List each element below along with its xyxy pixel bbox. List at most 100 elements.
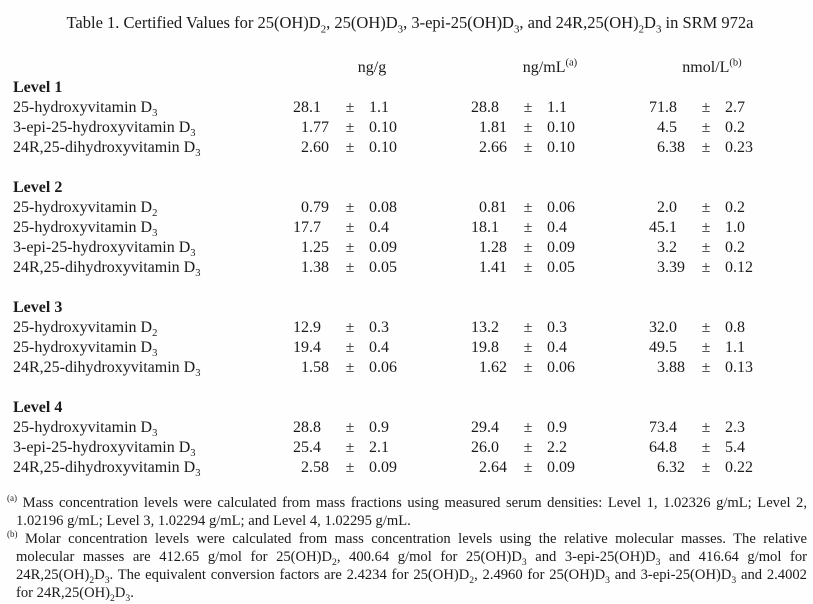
uncertainty-ng_ml: 0.10: [547, 139, 575, 156]
value-ng_g: 19.4: [293, 339, 321, 356]
level-heading-row: Level 4: [13, 398, 785, 418]
footnotes: (a) Mass concentration levels were calcu…: [7, 493, 807, 604]
uncertainty-nmol_l: 0.2: [725, 239, 745, 256]
value-ng_g: 1.58: [301, 359, 329, 376]
analyte-name: 24R,25-dihydroxyvitamin D3: [13, 259, 201, 280]
analyte-name: 24R,25-dihydroxyvitamin D3: [13, 139, 201, 160]
value-ng_ml: 1.41: [479, 259, 507, 276]
uncertainty-ng_ml: 0.3: [547, 319, 567, 336]
plus-minus-sign: ±: [523, 339, 533, 356]
analyte-row: 24R,25-dihydroxyvitamin D3 2.58 ±0.09 2.64 ±…: [13, 458, 785, 479]
analyte-row: 3-epi-25-hydroxyvitamin D3 1.25 ±0.09 1.28 ±…: [13, 238, 785, 260]
level-label: Level 1: [13, 79, 63, 96]
uncertainty-ng_ml: 0.4: [547, 219, 567, 236]
value-ng_g: 1.25: [301, 239, 329, 256]
plus-minus-sign: ±: [345, 419, 355, 436]
level-heading-row: Level 1: [13, 78, 785, 98]
plus-minus-sign: ±: [345, 199, 355, 216]
analyte-row: 25-hydroxyvitamin D3 17.7 ±0.4 18.1 ±0.4 45.1…: [13, 218, 785, 239]
plus-minus-sign: ±: [701, 219, 711, 236]
table-title: Table 1. Certified Values for 25(OH)D2, …: [66, 13, 754, 36]
plus-minus-sign: ±: [701, 419, 711, 436]
analyte-row: 25-hydroxyvitamin D3 28.8 ±0.9 29.4 ±0.9 73.4…: [13, 418, 785, 439]
plus-minus-sign: ±: [701, 319, 711, 336]
uncertainty-ng_g: 0.4: [369, 339, 389, 356]
uncertainty-nmol_l: 2.7: [725, 99, 745, 116]
section-spacer-row: [13, 378, 785, 398]
uncertainty-nmol_l: 0.2: [725, 199, 745, 216]
value-nmol_l: 2.0: [657, 199, 677, 216]
analyte-row: 25-hydroxyvitamin D2 12.9 ±0.3 13.2 ±0.3 32.0…: [13, 318, 785, 339]
value-ng_ml: 28.8: [471, 99, 499, 116]
value-ng_ml: 2.66: [479, 139, 507, 156]
uncertainty-ng_ml: 0.9: [547, 419, 567, 436]
analyte-row: 24R,25-dihydroxyvitamin D3 1.38 ±0.05 1.41 ±…: [13, 258, 785, 280]
uncertainty-ng_g: 0.09: [369, 459, 397, 476]
uncertainty-nmol_l: 0.12: [725, 259, 753, 276]
value-ng_g: 1.77: [301, 119, 329, 136]
uncertainty-ng_ml: 0.09: [547, 459, 575, 476]
plus-minus-sign: ±: [345, 319, 355, 336]
section-spacer-row: [13, 158, 785, 178]
plus-minus-sign: ±: [523, 419, 533, 436]
analyte-row: 3-epi-25-hydroxyvitamin D3 25.4 ±2.1 26.0 ±2…: [13, 438, 785, 459]
plus-minus-sign: ±: [345, 219, 355, 236]
value-ng_g: 2.58: [301, 459, 329, 476]
value-ng_g: 2.60: [301, 139, 329, 156]
uncertainty-ng_g: 0.10: [369, 139, 397, 156]
value-ng_ml: 13.2: [471, 319, 499, 336]
uncertainty-ng_ml: 1.1: [547, 99, 567, 116]
plus-minus-sign: ±: [701, 99, 711, 116]
uncertainty-ng_g: 0.05: [369, 259, 397, 276]
footnote-marker: (a): [7, 493, 18, 504]
level-label: Level 3: [13, 299, 63, 316]
uncertainty-nmol_l: 0.2: [725, 119, 745, 136]
plus-minus-sign: ±: [523, 459, 533, 476]
uncertainty-ng_ml: 2.2: [547, 439, 567, 456]
value-nmol_l: 73.4: [649, 419, 677, 436]
analyte-name: 25-hydroxyvitamin D2: [13, 199, 158, 220]
analyte-row: 24R,25-dihydroxyvitamin D3 1.58 ±0.06 1.62 ±…: [13, 358, 785, 380]
plus-minus-sign: ±: [523, 219, 533, 236]
value-nmol_l: 3.39: [657, 259, 685, 276]
analyte-row: 25-hydroxyvitamin D3 28.1 ±1.1 28.8 ±1.1 71.8…: [13, 98, 785, 119]
value-ng_ml: 29.4: [471, 419, 499, 436]
uncertainty-ng_g: 1.1: [369, 99, 389, 116]
footnote-text: Molar concentration levels were calculat…: [16, 531, 807, 604]
value-nmol_l: 32.0: [649, 319, 677, 336]
value-ng_g: 0.79: [301, 199, 329, 216]
value-ng_ml: 0.81: [479, 199, 507, 216]
plus-minus-sign: ±: [345, 119, 355, 136]
column-header-ng-g: ng/g: [357, 59, 387, 76]
value-ng_ml: 26.0: [471, 439, 499, 456]
plus-minus-sign: ±: [701, 259, 711, 276]
uncertainty-ng_g: 2.1: [369, 439, 389, 456]
plus-minus-sign: ±: [701, 139, 711, 156]
plus-minus-sign: ±: [701, 199, 711, 216]
uncertainty-ng_g: 0.10: [369, 119, 397, 136]
plus-minus-sign: ±: [701, 439, 711, 456]
footnote-text: Mass concentration levels were calculate…: [16, 495, 807, 529]
uncertainty-nmol_l: 0.13: [725, 359, 753, 376]
analyte-name: 3-epi-25-hydroxyvitamin D3: [13, 239, 196, 260]
plus-minus-sign: ±: [345, 259, 355, 276]
certified-values-table: ng/g ng/mL(a) nmol/L(b) Level 1 25-hydrox…: [13, 58, 785, 479]
plus-minus-sign: ±: [523, 99, 533, 116]
plus-minus-sign: ±: [523, 359, 533, 376]
value-nmol_l: 6.38: [657, 139, 685, 156]
uncertainty-nmol_l: 0.23: [725, 139, 753, 156]
value-nmol_l: 4.5: [657, 119, 677, 136]
footnote-marker: (b): [7, 529, 18, 540]
plus-minus-sign: ±: [701, 119, 711, 136]
uncertainty-ng_ml: 0.09: [547, 239, 575, 256]
empty-header-cell: [13, 58, 283, 78]
plus-minus-sign: ±: [345, 139, 355, 156]
uncertainty-nmol_l: 1.0: [725, 219, 745, 236]
value-nmol_l: 3.88: [657, 359, 685, 376]
plus-minus-sign: ±: [345, 459, 355, 476]
plus-minus-sign: ±: [345, 99, 355, 116]
value-ng_ml: 1.28: [479, 239, 507, 256]
analyte-name: 24R,25-dihydroxyvitamin D3: [13, 359, 201, 380]
uncertainty-ng_g: 0.09: [369, 239, 397, 256]
